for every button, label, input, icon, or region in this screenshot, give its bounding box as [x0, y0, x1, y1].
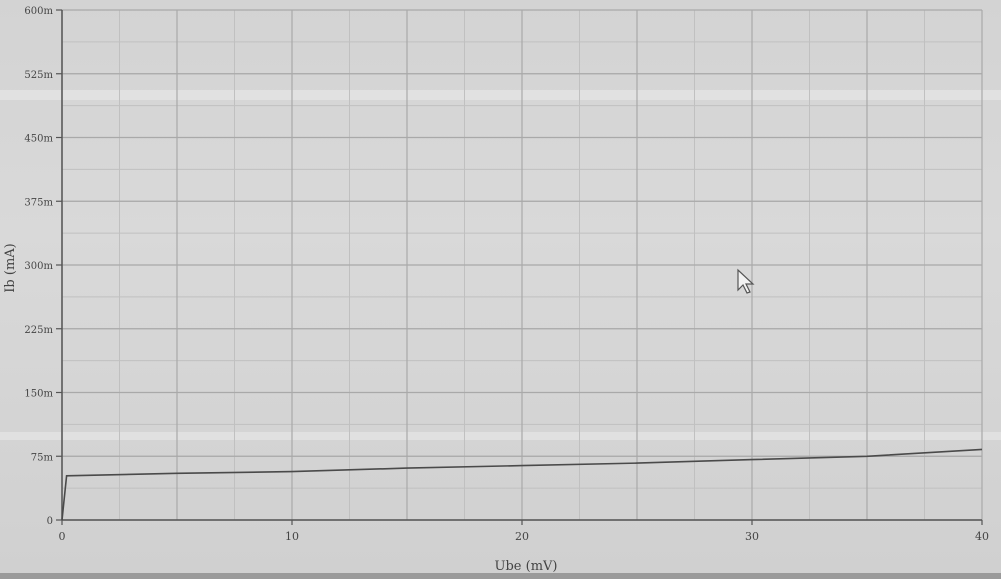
- mouse-pointer-icon: [737, 268, 755, 294]
- x-tick-label: 40: [975, 530, 989, 543]
- x-axis-label: Ube (mV): [495, 559, 558, 574]
- x-tick-label: 10: [285, 530, 299, 543]
- screen-glare-top: [0, 90, 1001, 100]
- data-series: [61, 448, 983, 521]
- ib-curve-line: [61, 448, 983, 521]
- y-tick-label: 600m: [24, 6, 53, 17]
- y-tick-label: 225m: [24, 325, 53, 336]
- y-tick-label: 75m: [31, 452, 54, 463]
- x-tick-label: 30: [745, 530, 759, 543]
- y-tick-label: 450m: [24, 134, 53, 145]
- y-tick-label: 300m: [24, 261, 53, 272]
- y-tick-label: 375m: [24, 197, 53, 208]
- x-tick-label: 20: [515, 530, 529, 543]
- y-tick-label: 150m: [24, 389, 53, 400]
- screen-glare-bottom: [0, 432, 1001, 440]
- x-axis-ticks: 0 10 20 30 40: [59, 520, 989, 543]
- major-gridlines: [61, 9, 983, 521]
- screen-bezel-bottom: [0, 573, 1001, 579]
- y-axis-label: Ib (mA): [3, 243, 18, 292]
- x-tick-label: 0: [59, 530, 66, 543]
- y-tick-label: 0: [47, 516, 53, 527]
- y-axis-ticks: 0 75m 150m 225m 300m 375m 450m 525m 600m: [24, 6, 62, 527]
- y-tick-label: 525m: [24, 70, 53, 81]
